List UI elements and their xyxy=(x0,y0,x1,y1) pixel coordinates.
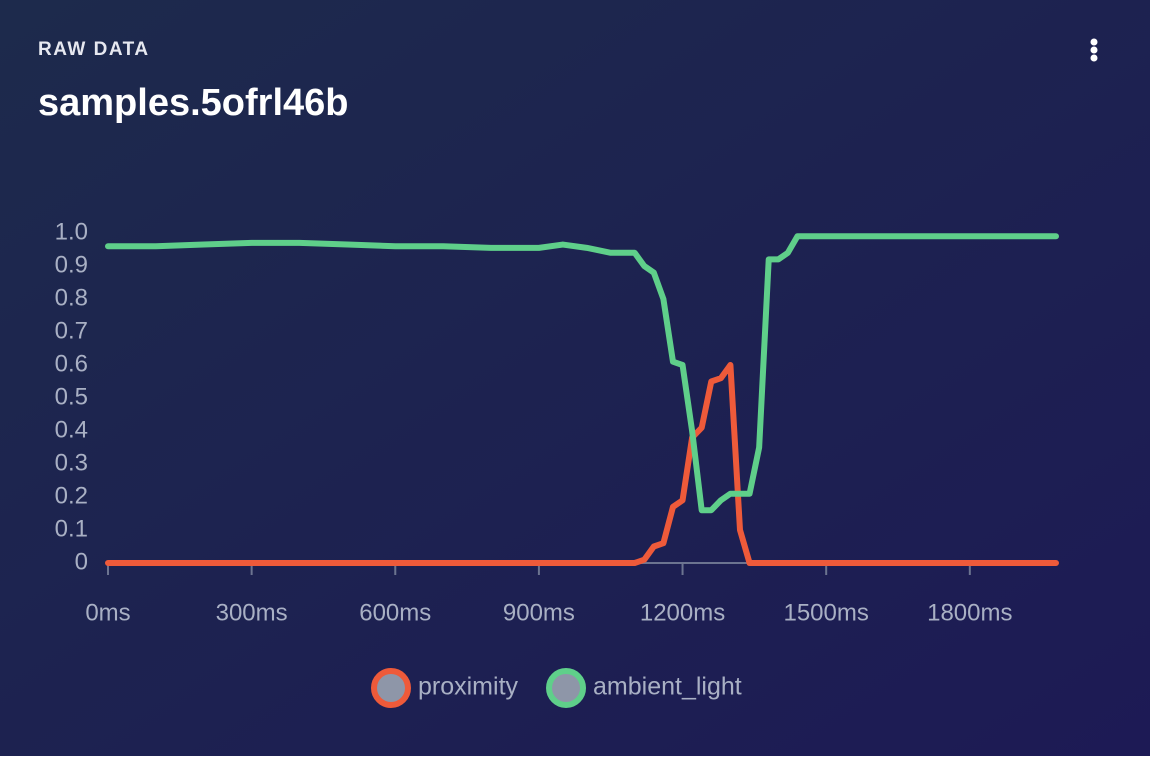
y-tick-label: 0.1 xyxy=(55,515,88,542)
y-tick-label: 0.7 xyxy=(55,317,88,344)
menu-button[interactable] xyxy=(1090,38,1098,62)
y-tick-label: 0.8 xyxy=(55,284,88,311)
y-tick-label: 0.9 xyxy=(55,251,88,278)
legend-label: ambient_light xyxy=(593,673,742,701)
y-tick-label: 0.6 xyxy=(55,350,88,377)
x-tick-label: 900ms xyxy=(503,599,575,626)
series-line xyxy=(105,362,1059,566)
y-tick-label: 0 xyxy=(75,548,88,575)
legend-marker xyxy=(371,668,411,708)
card-label: RAW DATA xyxy=(38,39,150,60)
legend-marker xyxy=(546,668,587,708)
x-tick-label: 1200ms xyxy=(640,599,725,626)
x-tick-label: 300ms xyxy=(216,599,288,626)
x-tick-label: 1800ms xyxy=(927,599,1012,626)
y-tick-label: 0.2 xyxy=(55,482,88,509)
series-line xyxy=(105,233,1059,514)
y-tick-label: 0.5 xyxy=(55,383,88,410)
y-tick-label: 0.4 xyxy=(55,416,88,443)
legend-label: proximity xyxy=(418,673,519,701)
y-tick-label: 1.0 xyxy=(55,218,88,245)
y-tick-label: 0.3 xyxy=(55,449,88,476)
x-tick-label: 600ms xyxy=(359,599,431,626)
x-tick-label: 0ms xyxy=(85,599,130,626)
x-tick-label: 1500ms xyxy=(783,599,868,626)
card-title: samples.5ofrl46b xyxy=(38,82,348,124)
